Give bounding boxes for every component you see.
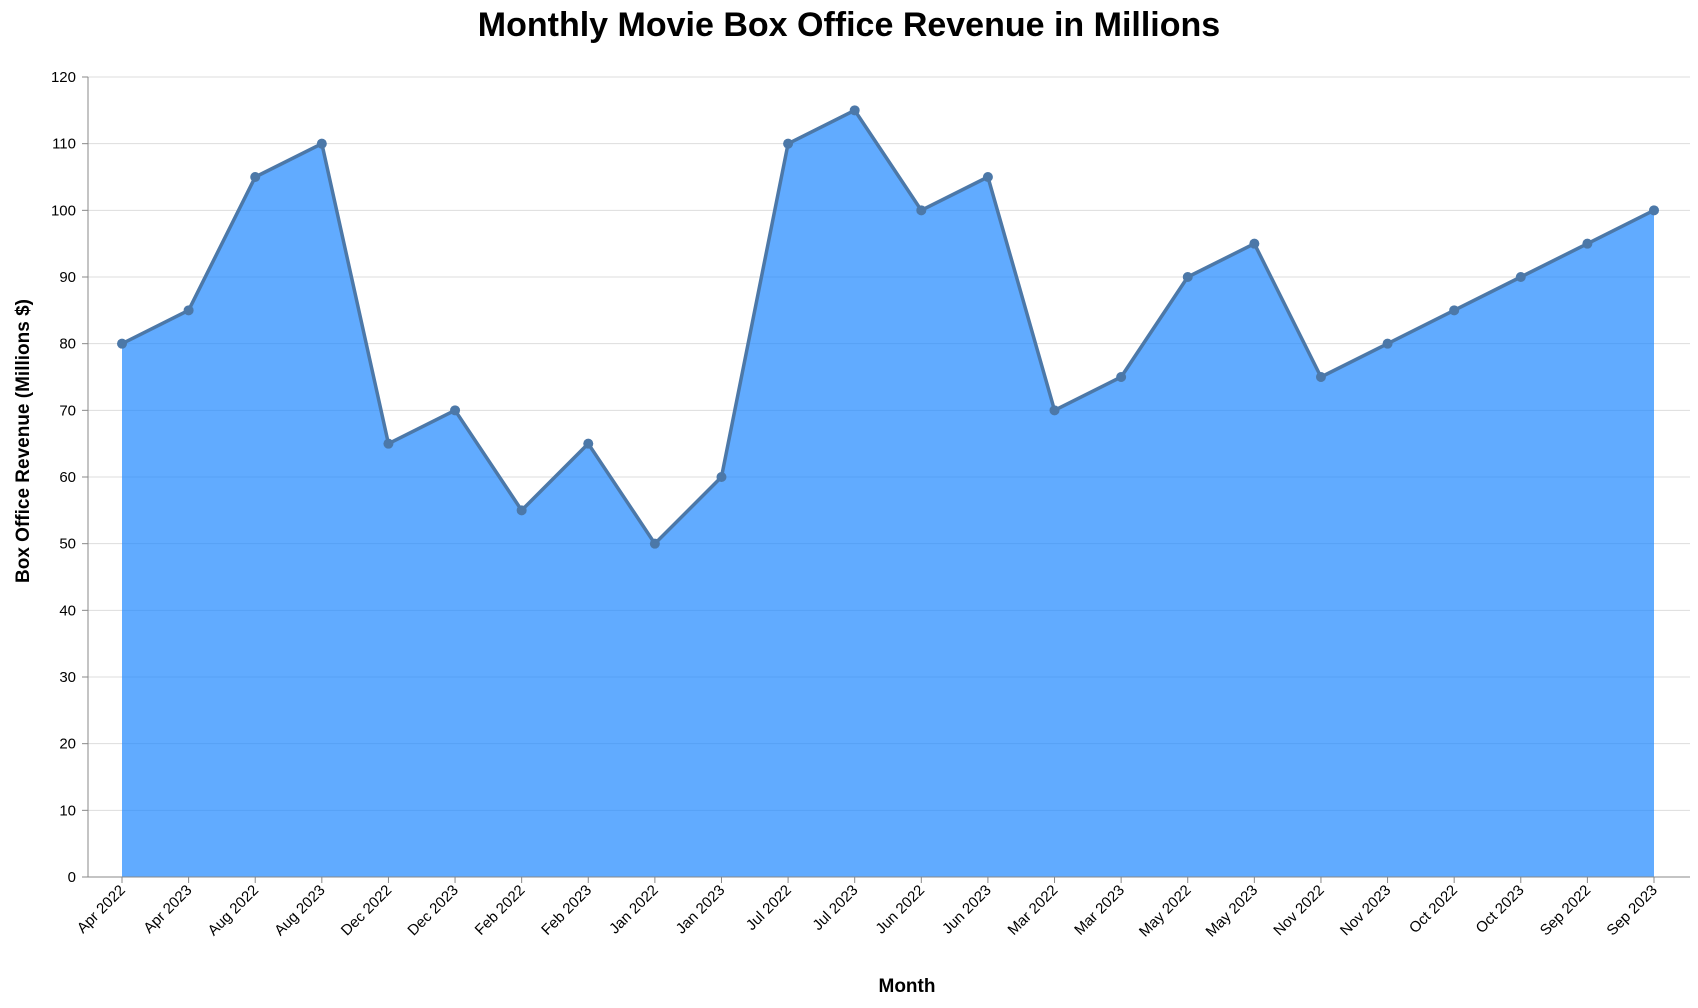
data-point: [316, 138, 327, 149]
x-tick-label: Feb 2022: [472, 882, 529, 939]
data-point: [982, 172, 993, 182]
data-point: [583, 438, 594, 449]
revenue-line: [121, 108, 1655, 546]
x-tick-label: Jan 2023: [673, 882, 729, 938]
data-point: [383, 438, 394, 449]
x-tick-label: Apr 2022: [74, 882, 129, 937]
y-tick-label: 60: [59, 469, 76, 486]
chart-title: Monthly Movie Box Office Revenue in Mill…: [478, 6, 1220, 44]
data-point: [1182, 272, 1193, 282]
y-tick-label: 80: [59, 336, 76, 353]
data-point: [716, 472, 727, 482]
y-tick-label: 120: [51, 69, 76, 86]
y-tick-label: 40: [59, 602, 76, 619]
data-point: [1315, 372, 1326, 382]
data-point: [783, 138, 794, 149]
x-tick-label: Nov 2023: [1337, 882, 1394, 939]
y-tick-label: 20: [59, 736, 76, 753]
y-tick-label: 50: [59, 536, 76, 553]
data-point: [250, 172, 261, 182]
y-axis-title: Box Office Revenue (Millions $): [13, 299, 34, 583]
x-tick-label: Nov 2022: [1270, 882, 1327, 939]
y-tick-label: 0: [68, 869, 76, 886]
data-point: [1249, 238, 1260, 249]
x-tick-label: Sep 2023: [1603, 882, 1660, 939]
x-tick-label: Jan 2022: [606, 882, 662, 938]
y-tick-label: 30: [59, 669, 76, 686]
data-point: [183, 305, 194, 316]
data-point: [450, 405, 461, 416]
data-point: [1449, 305, 1460, 316]
x-axis-title: Month: [879, 976, 936, 997]
y-tick-label: 70: [59, 402, 76, 419]
plot-area: [117, 105, 1659, 877]
data-point: [1515, 272, 1526, 282]
x-tick-label: Aug 2023: [271, 882, 328, 939]
x-tick-label: Feb 2023: [538, 882, 595, 939]
data-point: [1116, 372, 1127, 382]
y-tick-label: 10: [59, 802, 76, 819]
data-point: [516, 505, 527, 516]
data-point: [649, 538, 660, 549]
data-points: [117, 105, 1659, 549]
x-tick-label: Jul 2023: [809, 882, 861, 934]
x-tick-label: Mar 2023: [1071, 882, 1128, 939]
data-point: [1049, 405, 1060, 416]
data-point: [1382, 338, 1393, 349]
data-point: [1582, 238, 1593, 249]
x-tick-label: May 2022: [1136, 882, 1195, 941]
x-tick-label: Apr 2023: [140, 882, 195, 937]
x-tick-label: Oct 2022: [1406, 882, 1461, 937]
x-tick-label: Sep 2022: [1537, 882, 1594, 939]
data-point: [849, 105, 860, 116]
data-point: [1649, 205, 1659, 216]
x-tick-label: Jun 2023: [939, 882, 995, 938]
x-tick-label: Jul 2022: [743, 882, 795, 934]
x-tick-label: Dec 2023: [404, 882, 461, 939]
x-tick-label: Oct 2023: [1473, 882, 1528, 937]
x-tick-label: Aug 2022: [205, 882, 262, 939]
y-tick-label: 90: [59, 269, 76, 286]
y-tick-label: 100: [51, 202, 76, 219]
x-tick-label: Mar 2022: [1005, 882, 1062, 939]
data-point: [117, 338, 127, 349]
data-point: [916, 205, 927, 216]
x-tick-label: Jun 2022: [872, 882, 928, 938]
x-tick-label: Dec 2022: [338, 882, 395, 939]
y-tick-label: 110: [52, 136, 76, 153]
revenue-area: [122, 110, 1654, 877]
x-tick-label: May 2023: [1203, 882, 1262, 941]
